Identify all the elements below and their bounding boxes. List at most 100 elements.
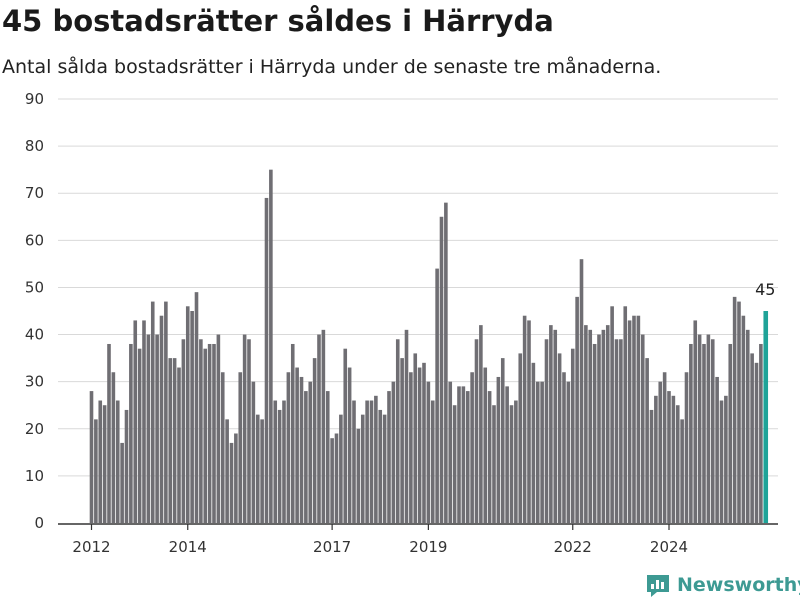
y-axis-ticks: 0 10 20 30 40 50 60 70 80 90 <box>25 90 44 532</box>
bar <box>465 391 470 523</box>
bar <box>487 391 492 523</box>
bar <box>575 296 579 523</box>
bar <box>339 414 343 523</box>
bar <box>400 358 404 523</box>
bar <box>597 334 601 523</box>
bar <box>452 405 457 523</box>
bar <box>745 329 750 523</box>
bar <box>374 395 378 523</box>
bar <box>146 334 151 523</box>
bar <box>194 292 199 523</box>
x-tick-label: 2022 <box>554 538 592 556</box>
bar <box>330 438 334 523</box>
bar <box>190 311 194 523</box>
bar <box>255 414 260 523</box>
bar <box>378 409 383 523</box>
bar <box>448 381 453 523</box>
bar <box>662 372 667 523</box>
bar <box>540 381 544 523</box>
bar <box>251 381 256 523</box>
bar <box>693 320 698 523</box>
bar <box>592 343 597 523</box>
bar <box>387 391 391 523</box>
x-tick-label: 2014 <box>169 538 207 556</box>
y-tick-label: 70 <box>25 184 44 202</box>
bar <box>741 315 746 523</box>
highlighted-bar <box>763 311 769 523</box>
bar <box>544 339 549 523</box>
bar <box>299 376 304 523</box>
bar <box>518 353 523 523</box>
bar <box>120 442 124 523</box>
bar <box>347 367 352 523</box>
bar <box>557 353 562 523</box>
bar <box>137 348 142 523</box>
bar <box>658 381 663 523</box>
bar <box>199 339 203 523</box>
bar <box>234 433 238 523</box>
bar-series <box>89 169 769 523</box>
bar <box>89 391 94 523</box>
y-tick-label: 80 <box>25 137 44 155</box>
bar <box>159 315 164 523</box>
bar <box>461 386 466 523</box>
bar <box>601 329 606 523</box>
bar <box>719 400 724 523</box>
bar <box>702 343 706 523</box>
x-tick-label: 2017 <box>313 538 351 556</box>
bar <box>610 306 614 523</box>
bar <box>579 259 584 523</box>
bar <box>697 334 702 523</box>
bar <box>260 419 264 523</box>
bar <box>514 400 518 523</box>
bar <box>94 419 98 523</box>
bar <box>172 358 177 523</box>
bar <box>522 315 527 523</box>
bar <box>150 301 155 523</box>
bar <box>474 339 479 523</box>
brand-name: Newsworthy <box>677 574 800 596</box>
bar <box>675 405 680 523</box>
bar <box>570 348 575 523</box>
bar <box>352 400 356 523</box>
last-value-label: 45 <box>755 280 775 299</box>
bar <box>225 419 229 523</box>
bar <box>496 376 501 523</box>
bar <box>365 400 369 523</box>
bar <box>129 343 133 523</box>
y-tick-label: 30 <box>25 373 44 391</box>
bar <box>102 405 107 523</box>
bar <box>732 296 737 523</box>
bar <box>356 428 361 523</box>
bar <box>115 400 120 523</box>
bar <box>667 391 671 523</box>
y-tick-label: 20 <box>25 420 44 438</box>
bar <box>435 268 439 523</box>
bar <box>295 367 299 523</box>
bar <box>680 419 684 523</box>
bar <box>505 386 509 523</box>
bar <box>689 343 693 523</box>
bar <box>444 202 448 523</box>
newsworthy-logo-icon <box>647 575 669 597</box>
bar <box>155 334 159 523</box>
annotations: 45 <box>755 280 775 299</box>
bar <box>321 329 326 523</box>
bar <box>269 169 273 523</box>
bar <box>549 325 553 523</box>
bar <box>395 339 400 523</box>
bar <box>404 329 409 523</box>
bar <box>619 339 623 523</box>
bar <box>277 409 282 523</box>
bar <box>566 381 571 523</box>
bar <box>684 372 689 523</box>
x-tick-label: 2024 <box>650 538 688 556</box>
bar <box>242 334 247 523</box>
bar <box>238 372 243 523</box>
bar <box>553 329 558 523</box>
bar <box>645 358 649 523</box>
bar <box>636 315 641 523</box>
newsworthy-brand: Newsworthy <box>645 570 800 600</box>
bar <box>207 343 212 523</box>
